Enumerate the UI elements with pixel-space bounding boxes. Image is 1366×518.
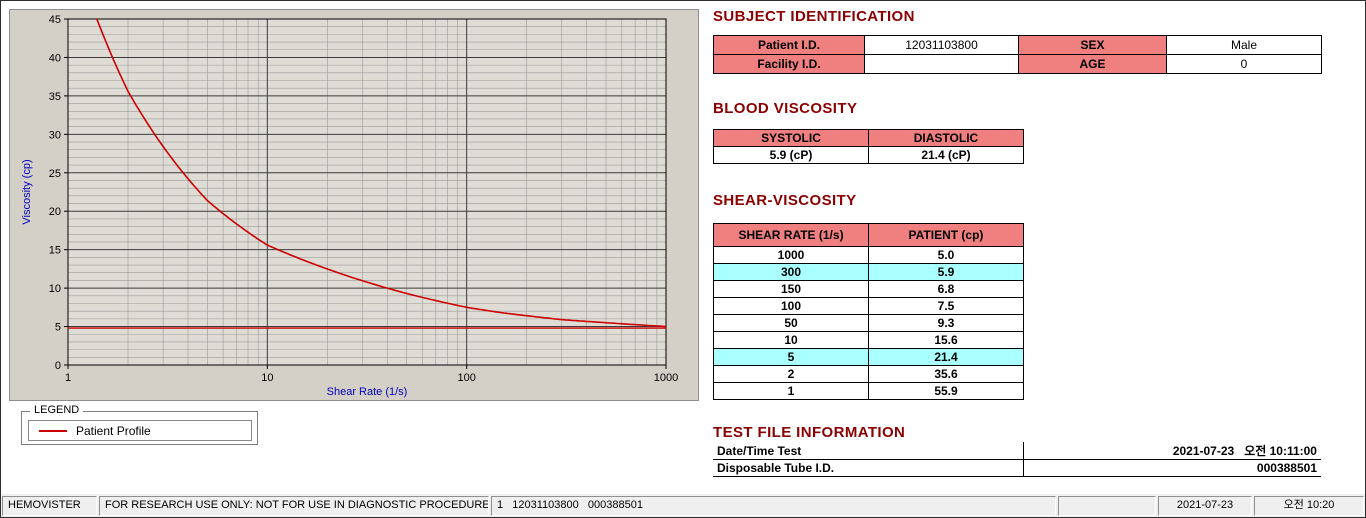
shear-table-body: 1000 5.0 300 5.9 150 6.8 100 7.5 50 9.3 10 15.6 5 21.… <box>713 246 1024 400</box>
shear-row: 50 9.3 <box>713 314 1024 332</box>
shear-cell-patient: 7.5 <box>868 297 1024 315</box>
test-file-table: Date/Time Test 2021-07-23 오전 10:11:00 Di… <box>713 442 1321 477</box>
diastolic-value: 21.4 (cP) <box>868 146 1024 164</box>
shear-cell-patient: 6.8 <box>868 280 1024 298</box>
status-date: 2021-07-23 <box>1158 496 1252 516</box>
patient-cp-header: PATIENT (cp) <box>868 223 1024 247</box>
shear-cell-patient: 15.6 <box>868 331 1024 349</box>
shear-viscosity-table: SHEAR RATE (1/s) PATIENT (cp) 1000 5.0 300… <box>713 223 1024 400</box>
age-label: AGE <box>1018 54 1167 74</box>
test-file-row: Date/Time Test 2021-07-23 오전 10:11:00 <box>713 442 1321 460</box>
shear-cell-shear_rate: 100 <box>713 297 869 315</box>
shear-row: 150 6.8 <box>713 280 1024 298</box>
status-app-name: HEMOVISTER <box>2 496 97 516</box>
legend-entry: Patient Profile <box>28 420 252 441</box>
blood-value-row: 5.9 (cP) 21.4 (cP) <box>713 146 1024 164</box>
svg-text:Shear Rate (1/s): Shear Rate (1/s) <box>327 386 408 398</box>
test-file-information-heading: TEST FILE INFORMATION <box>713 424 906 441</box>
subject-identification-heading: SUBJECT IDENTIFICATION <box>713 8 915 25</box>
blood-header-row: SYSTOLIC DIASTOLIC <box>713 129 1024 147</box>
facility-id-value <box>864 54 1019 74</box>
facility-id-label: Facility I.D. <box>713 54 865 74</box>
shear-cell-shear_rate: 300 <box>713 263 869 281</box>
shear-cell-patient: 55.9 <box>868 382 1024 400</box>
legend-frame: LEGEND Patient Profile <box>21 404 258 445</box>
sex-value: Male <box>1166 35 1322 55</box>
shear-cell-patient: 21.4 <box>868 348 1024 366</box>
svg-text:45: 45 <box>49 14 61 26</box>
svg-text:40: 40 <box>49 52 61 64</box>
shear-row: 300 5.9 <box>713 263 1024 281</box>
age-value: 0 <box>1166 54 1322 74</box>
shear-cell-patient: 5.9 <box>868 263 1024 281</box>
shear-cell-patient: 9.3 <box>868 314 1024 332</box>
systolic-value: 5.9 (cP) <box>713 146 869 164</box>
svg-text:100: 100 <box>457 372 475 384</box>
viscosity-chart: 0 5 10 15 20 25 30 35 40 45 1 10 100 1000 Shear Rate (… <box>21 14 678 398</box>
blood-viscosity-heading: BLOOD VISCOSITY <box>713 100 858 117</box>
status-record-info: 1 12031103800 000388501 <box>491 496 1056 516</box>
subject-table: Patient I.D. 12031103800 SEX Male Facili… <box>713 35 1322 74</box>
shear-row: 1 55.9 <box>713 382 1024 400</box>
disposable-tube-id-label: Disposable Tube I.D. <box>713 459 1024 477</box>
sex-label: SEX <box>1018 35 1167 55</box>
shear-cell-shear_rate: 5 <box>713 348 869 366</box>
status-empty-cell <box>1058 496 1156 516</box>
shear-cell-shear_rate: 150 <box>713 280 869 298</box>
svg-text:10: 10 <box>261 372 273 384</box>
test-file-row: Disposable Tube I.D. 000388501 <box>713 459 1321 477</box>
shear-cell-shear_rate: 1 <box>713 382 869 400</box>
legend-entry-label: Patient Profile <box>76 423 151 438</box>
legend-title: LEGEND <box>30 404 84 416</box>
status-time: 오전 10:20 <box>1254 496 1364 516</box>
svg-text:25: 25 <box>49 168 61 180</box>
svg-text:20: 20 <box>49 206 61 218</box>
svg-text:5: 5 <box>55 322 61 334</box>
shear-cell-patient: 35.6 <box>868 365 1024 383</box>
shear-row: 5 21.4 <box>713 348 1024 366</box>
svg-text:30: 30 <box>49 129 61 141</box>
patient-id-label: Patient I.D. <box>713 35 865 55</box>
svg-text:35: 35 <box>49 91 61 103</box>
svg-text:1: 1 <box>65 372 71 384</box>
chart-panel: 0 5 10 15 20 25 30 35 40 45 1 10 100 1000 Shear Rate (… <box>9 9 699 401</box>
subject-row: Facility I.D. AGE 0 <box>713 54 1322 74</box>
status-research-notice: FOR RESEARCH USE ONLY: NOT FOR USE IN DI… <box>99 496 489 516</box>
shear-rate-header: SHEAR RATE (1/s) <box>713 223 869 247</box>
svg-text:Viscosity (cp): Viscosity (cp) <box>21 159 33 224</box>
blood-viscosity-table: SYSTOLIC DIASTOLIC 5.9 (cP) 21.4 (cP) <box>713 129 1024 164</box>
shear-cell-shear_rate: 1000 <box>713 246 869 264</box>
svg-text:1000: 1000 <box>654 372 678 384</box>
svg-text:10: 10 <box>49 283 61 295</box>
svg-text:0: 0 <box>55 360 61 372</box>
shear-row: 2 35.6 <box>713 365 1024 383</box>
datetime-test-value: 2021-07-23 오전 10:11:00 <box>1023 442 1321 460</box>
legend-line-sample <box>39 429 67 432</box>
status-bar: HEMOVISTER FOR RESEARCH USE ONLY: NOT FO… <box>1 494 1365 517</box>
shear-row: 10 15.6 <box>713 331 1024 349</box>
shear-header-row: SHEAR RATE (1/s) PATIENT (cp) <box>713 223 1024 247</box>
shear-cell-patient: 5.0 <box>868 246 1024 264</box>
shear-cell-shear_rate: 2 <box>713 365 869 383</box>
shear-cell-shear_rate: 50 <box>713 314 869 332</box>
systolic-header: SYSTOLIC <box>713 129 869 147</box>
shear-row: 1000 5.0 <box>713 246 1024 264</box>
datetime-test-label: Date/Time Test <box>713 442 1024 460</box>
shear-cell-shear_rate: 10 <box>713 331 869 349</box>
patient-id-value: 12031103800 <box>864 35 1019 55</box>
shear-row: 100 7.5 <box>713 297 1024 315</box>
svg-text:15: 15 <box>49 245 61 257</box>
diastolic-header: DIASTOLIC <box>868 129 1024 147</box>
subject-row: Patient I.D. 12031103800 SEX Male <box>713 35 1322 55</box>
shear-viscosity-heading: SHEAR-VISCOSITY <box>713 192 857 209</box>
disposable-tube-id-value: 000388501 <box>1023 459 1321 477</box>
